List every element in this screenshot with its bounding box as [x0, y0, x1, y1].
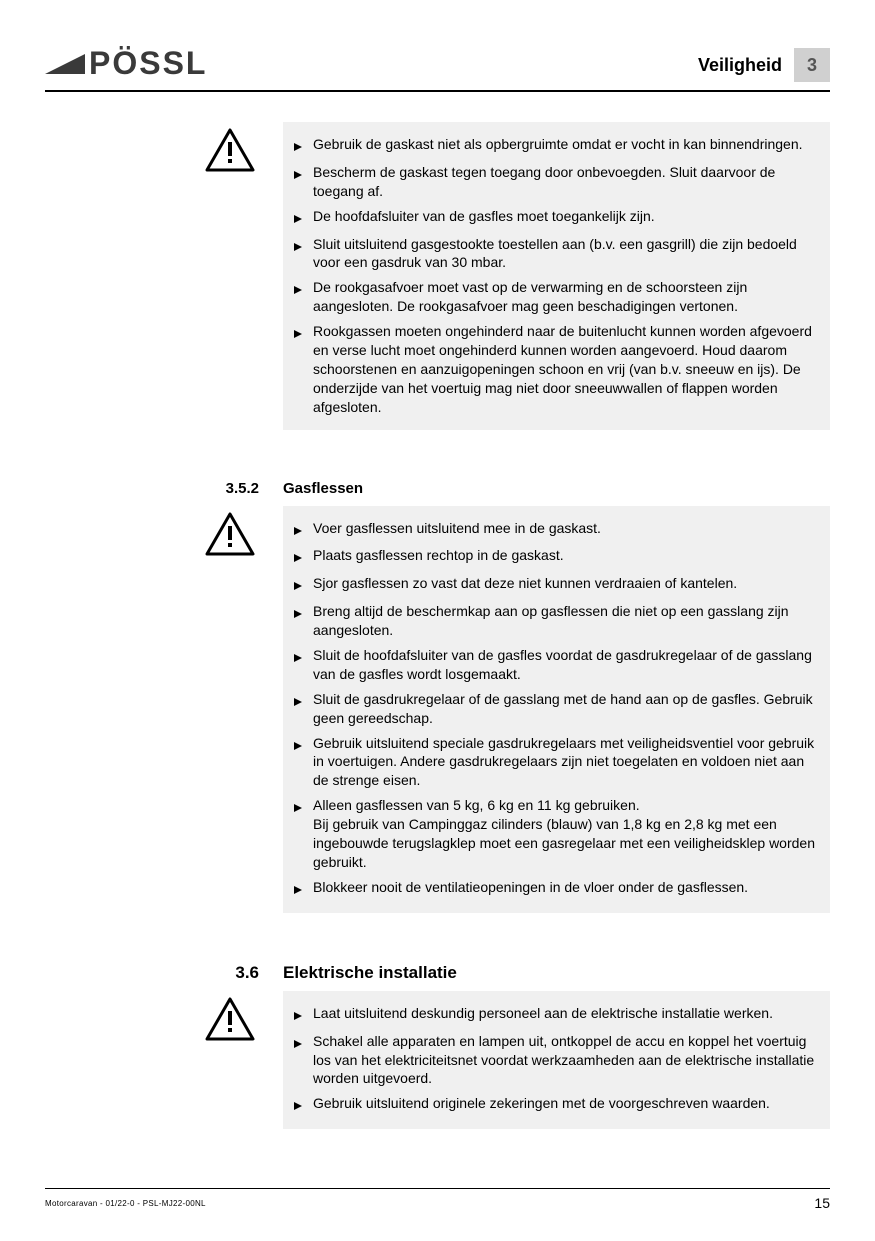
document-page: PÖSSL Veiligheid 3 Gebruik de gaskast ni…	[0, 0, 875, 1241]
triangle-bullet-icon	[293, 577, 303, 596]
list-item-text: Gebruik uitsluitend speciale gasdrukrege…	[313, 734, 816, 791]
chapter-number-box: 3	[794, 48, 830, 82]
list-item-text: De rookgasafvoer moet vast op de verwarm…	[313, 278, 816, 316]
triangle-bullet-icon	[293, 881, 303, 900]
triangle-bullet-icon	[293, 549, 303, 568]
list-item-text: Gebruik uitsluitend originele zekeringen…	[313, 1094, 770, 1113]
list-item: Breng altijd de beschermkap aan op gasfl…	[293, 599, 816, 643]
list-item-text: Sjor gasflessen zo vast dat deze niet ku…	[313, 574, 737, 593]
section-body-row: Voer gasflessen uitsluitend mee in de ga…	[45, 506, 830, 913]
list-item: Laat uitsluitend deskundig personeel aan…	[293, 1001, 816, 1029]
triangle-bullet-icon	[293, 1035, 303, 1054]
triangle-bullet-icon	[293, 166, 303, 185]
triangle-bullet-icon	[293, 737, 303, 756]
warning-triangle-icon	[45, 997, 265, 1041]
warning-box: Gebruik de gaskast niet als opbergruimte…	[283, 122, 830, 430]
list-item: De rookgasafvoer moet vast op de verwarm…	[293, 275, 816, 319]
triangle-bullet-icon	[293, 522, 303, 541]
list-item: De hoofdafsluiter van de gasfles moet to…	[293, 204, 816, 232]
list-item-text: Voer gasflessen uitsluitend mee in de ga…	[313, 519, 601, 538]
list-item-text: Sluit de hoofdafsluiter van de gasfles v…	[313, 646, 816, 684]
section-heading-row: 3.5.2 Gasflessen	[45, 480, 830, 498]
content-area: Gebruik de gaskast niet als opbergruimte…	[45, 122, 830, 1129]
page-header: PÖSSL Veiligheid 3	[45, 45, 830, 82]
list-item-text: Plaats gasflessen rechtop in de gaskast.	[313, 546, 564, 565]
triangle-bullet-icon	[293, 238, 303, 257]
triangle-bullet-icon	[293, 605, 303, 624]
warning-box: Voer gasflessen uitsluitend mee in de ga…	[283, 506, 830, 913]
footer-divider	[45, 1188, 830, 1189]
logo-wedge-icon	[45, 52, 87, 76]
chapter-number: 3	[807, 55, 817, 76]
list-item: Bescherm de gaskast tegen toegang door o…	[293, 160, 816, 204]
triangle-bullet-icon	[293, 649, 303, 668]
list-item: Gebruik de gaskast niet als opbergruimte…	[293, 132, 816, 160]
section-heading-row: 3.6 Elektrische installatie	[45, 963, 830, 983]
triangle-bullet-icon	[293, 693, 303, 712]
list-item: Gebruik uitsluitend originele zekeringen…	[293, 1091, 816, 1119]
warning-triangle-icon	[45, 128, 265, 172]
section-number: 3.6	[235, 963, 265, 983]
list-item: Rookgassen moeten ongehinderd naar de bu…	[293, 319, 816, 419]
triangle-bullet-icon	[293, 325, 303, 344]
list-item: Plaats gasflessen rechtop in de gaskast.	[293, 543, 816, 571]
footer-page-number: 15	[814, 1195, 830, 1211]
list-item: Schakel alle apparaten en lampen uit, on…	[293, 1029, 816, 1092]
warning-triangle-icon	[45, 512, 265, 556]
section-body-row: Laat uitsluitend deskundig personeel aan…	[45, 991, 830, 1129]
triangle-bullet-icon	[293, 1007, 303, 1026]
section-heading: Elektrische installatie	[283, 963, 457, 982]
list-item: Blokkeer nooit de ventilatieopeningen in…	[293, 875, 816, 903]
triangle-bullet-icon	[293, 138, 303, 157]
list-item-text: Alleen gasflessen van 5 kg, 6 kg en 11 k…	[313, 796, 816, 872]
bullet-list: Voer gasflessen uitsluitend mee in de ga…	[293, 516, 816, 903]
section-heading: Gasflessen	[283, 480, 363, 497]
list-item-text: Blokkeer nooit de ventilatieopeningen in…	[313, 878, 748, 897]
section-label: Veiligheid	[698, 55, 782, 76]
warning-box: Laat uitsluitend deskundig personeel aan…	[283, 991, 830, 1129]
footer-doc-id: Motorcaravan - 01/22-0 - PSL-MJ22-00NL	[45, 1199, 206, 1208]
header-divider	[45, 90, 830, 92]
triangle-bullet-icon	[293, 799, 303, 818]
bullet-list: Gebruik de gaskast niet als opbergruimte…	[293, 132, 816, 420]
list-item-text: Laat uitsluitend deskundig personeel aan…	[313, 1004, 773, 1023]
list-item: Voer gasflessen uitsluitend mee in de ga…	[293, 516, 816, 544]
list-item-text: De hoofdafsluiter van de gasfles moet to…	[313, 207, 655, 226]
list-item: Sluit de gasdrukregelaar of de gasslang …	[293, 687, 816, 731]
list-item-text: Bescherm de gaskast tegen toegang door o…	[313, 163, 816, 201]
list-item: Sluit uitsluitend gasgestookte toestelle…	[293, 232, 816, 276]
triangle-bullet-icon	[293, 1097, 303, 1116]
list-item-text: Gebruik de gaskast niet als opbergruimte…	[313, 135, 803, 154]
list-item: Gebruik uitsluitend speciale gasdrukrege…	[293, 731, 816, 794]
list-item-text: Schakel alle apparaten en lampen uit, on…	[313, 1032, 816, 1089]
list-item: Sluit de hoofdafsluiter van de gasfles v…	[293, 643, 816, 687]
section-number: 3.5.2	[226, 480, 265, 497]
triangle-bullet-icon	[293, 210, 303, 229]
list-item-text: Rookgassen moeten ongehinderd naar de bu…	[313, 322, 816, 416]
list-item: Alleen gasflessen van 5 kg, 6 kg en 11 k…	[293, 793, 816, 875]
list-item-text: Sluit de gasdrukregelaar of de gasslang …	[313, 690, 816, 728]
section-body-row: Gebruik de gaskast niet als opbergruimte…	[45, 122, 830, 430]
page-footer: Motorcaravan - 01/22-0 - PSL-MJ22-00NL 1…	[45, 1188, 830, 1211]
brand-logo: PÖSSL	[45, 45, 207, 82]
list-item-text: Breng altijd de beschermkap aan op gasfl…	[313, 602, 816, 640]
logo-text: PÖSSL	[89, 45, 207, 82]
triangle-bullet-icon	[293, 281, 303, 300]
list-item-text: Sluit uitsluitend gasgestookte toestelle…	[313, 235, 816, 273]
bullet-list: Laat uitsluitend deskundig personeel aan…	[293, 1001, 816, 1119]
list-item: Sjor gasflessen zo vast dat deze niet ku…	[293, 571, 816, 599]
header-right: Veiligheid 3	[698, 48, 830, 82]
